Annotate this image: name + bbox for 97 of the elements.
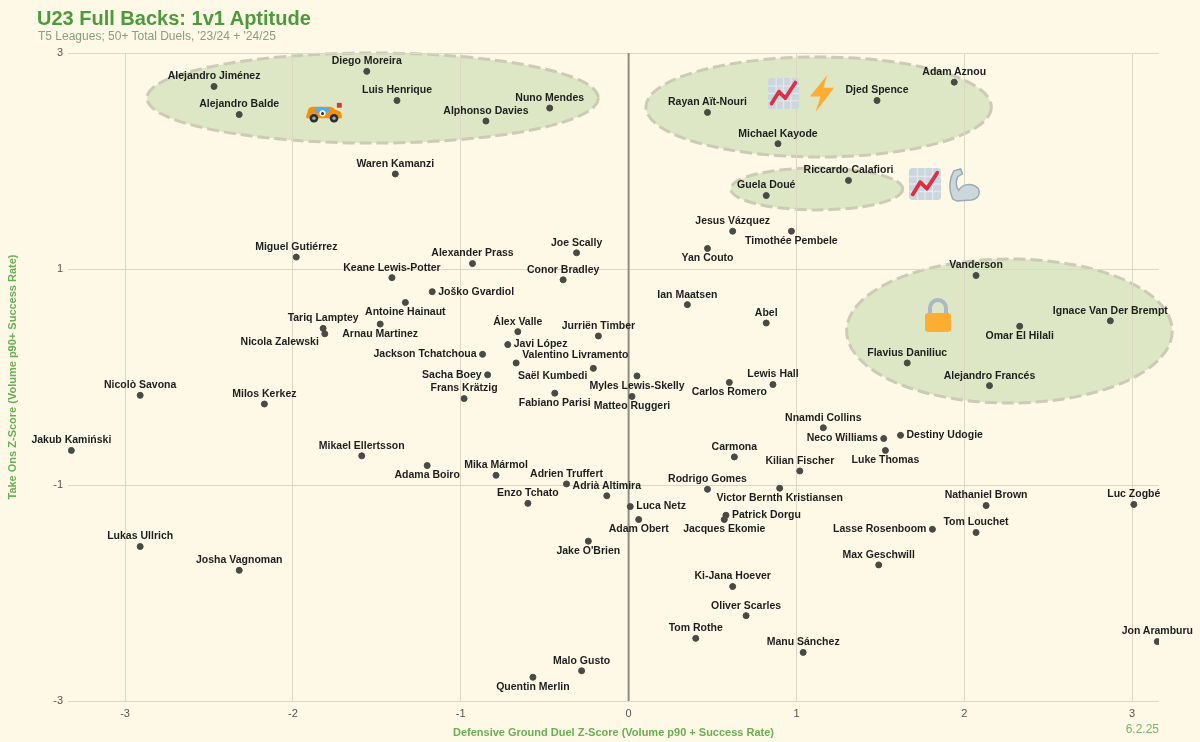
data-label: Nathaniel Brown (944, 488, 1028, 501)
data-label: Quentin Merlin (496, 680, 570, 693)
data-label: Luke Thomas (851, 453, 920, 466)
data-label: Nicolò Savona (103, 378, 177, 391)
data-label: Tariq Lamptey (287, 311, 359, 324)
data-label: Myles Lewis-Skelly (589, 378, 685, 391)
data-label: Timothée Pembele (745, 234, 838, 247)
y-tick-label: -3 (53, 694, 63, 707)
data-label: Matteo Ruggeri (593, 399, 671, 412)
data-label: Arnau Martinez (342, 326, 419, 339)
data-label: Omar El Hilali (985, 329, 1054, 342)
data-label: Fabiano Parisi (518, 396, 591, 409)
data-label: Manu Sánchez (766, 635, 840, 648)
data-label: Abel (754, 305, 778, 318)
data-label: Destiny Udogie (906, 428, 984, 441)
data-label: Jon Aramburu (1121, 624, 1194, 637)
data-label: Jackson Tchatchoua (373, 347, 477, 360)
data-label: Miguel Gutiérrez (255, 240, 338, 253)
data-label: Mika Mármol (464, 458, 528, 471)
data-label: Victor Bernth Kristiansen (716, 491, 843, 504)
data-label: Adrià Altimira (572, 478, 642, 491)
text: 6.2.25 (1125, 722, 1159, 737)
data-label: Ki-Jana Hoever (694, 569, 771, 582)
data-label: Flavius Daniliuc (867, 345, 948, 358)
data-label: Carmona (711, 439, 758, 452)
data-label: Tom Rothe (668, 621, 723, 634)
data-label: Adama Boiro (394, 468, 460, 481)
y-axis-title: Take Ons Z-Score (Volume p90+ Success Rate) (5, 254, 18, 500)
data-label: Sacha Boey (422, 367, 482, 380)
data-label: Carlos Romero (691, 385, 767, 398)
x-tick-label: 3 (1129, 706, 1136, 719)
data-label: Luc Zogbé (1107, 487, 1161, 500)
data-label: Joško Gvardiol (438, 284, 515, 297)
data-label: Ignace Van Der Brempt (1052, 303, 1169, 316)
data-label: Nicola Zalewski (240, 334, 319, 347)
data-label: Luis Henrique (361, 83, 433, 96)
data-label: Malo Gusto (553, 653, 611, 666)
data-label: Josha Vagnoman (196, 553, 283, 566)
data-label: Jurriën Timber (561, 318, 636, 331)
x-tick-label: -2 (288, 706, 298, 719)
data-label: Adam Aznou (922, 65, 987, 78)
y-tick-label: -1 (53, 478, 63, 491)
data-label: Waren Kamanzi (356, 156, 435, 169)
y-tick-label: 1 (56, 262, 63, 275)
data-label: Riccardo Calafiori (803, 163, 894, 176)
data-label: Rodrigo Gomes (668, 472, 748, 485)
x-axis-title: Defensive Ground Duel Z-Score (Volume p90 + Success Rate) (452, 726, 775, 739)
data-label: Conor Bradley (526, 262, 600, 275)
data-label: Max Geschwill (842, 547, 915, 560)
data-label: Jake O'Brien (556, 544, 621, 557)
data-label: Lewis Hall (747, 367, 799, 380)
data-label: Adrien Truffert (530, 466, 604, 479)
data-label: Diego Moreira (331, 54, 402, 67)
data-label: Jesus Vázquez (695, 214, 771, 227)
data-label: Ian Maatsen (657, 287, 718, 300)
data-label: Nnamdi Collins (785, 410, 862, 423)
data-label: Keane Lewis-Potter (343, 260, 441, 273)
data-label: Jakub Kamiński (31, 433, 112, 446)
data-label: Lukas Ullrich (107, 529, 174, 542)
y-tick-label: 3 (56, 46, 63, 59)
data-label: Alejandro Francés (943, 368, 1036, 381)
data-label: Neco Williams (806, 431, 878, 444)
data-label: Mikael Ellertsson (318, 438, 405, 451)
data-label: Oliver Scarles (711, 598, 782, 611)
data-label: Alphonso Davies (443, 103, 529, 116)
x-tick-label: 0 (625, 706, 632, 719)
data-label: Kilian Fischer (765, 453, 835, 466)
data-label: Rayan Aït-Nouri (668, 95, 748, 108)
data-label: Enzo Tchato (497, 486, 559, 499)
data-label: Djed Spence (845, 83, 909, 96)
data-label: Saël Kumbedi (517, 369, 588, 382)
data-label: Yan Couto (681, 251, 734, 264)
data-label: Álex Valle (493, 314, 543, 327)
data-label: Alejandro Balde (199, 97, 280, 110)
data-label: Antoine Hainaut (365, 305, 447, 318)
data-label: Alejandro Jiménez (167, 69, 261, 82)
data-label: Vanderson (949, 258, 1003, 271)
data-label: Guela Doué (737, 178, 796, 191)
x-tick-label: 2 (961, 706, 968, 719)
data-label: Patrick Dorgu (731, 508, 801, 521)
data-label: Nuno Mendes (515, 90, 585, 103)
x-tick-label: 1 (793, 706, 800, 719)
chart-title: U23 Full Backs: 1v1 Aptitude (37, 7, 311, 30)
data-label: Javi López (513, 337, 568, 350)
x-tick-label: -3 (120, 706, 130, 719)
chart-subtitle: T5 Leagues; 50+ Total Duels, '23/24 + '24/25 (38, 29, 276, 44)
data-label: Michael Kayode (738, 126, 818, 139)
data-label: Frans Krätzig (430, 381, 498, 394)
data-label: Luca Netz (636, 499, 686, 512)
data-label: Lasse Rosenboom (833, 522, 927, 535)
data-label: Alexander Prass (431, 246, 514, 259)
data-label: Milos Kerkez (232, 386, 297, 399)
data-label: Jacques Ekomie (683, 522, 766, 535)
data-label: Adam Obert (608, 522, 670, 535)
data-label: Joe Scally (550, 235, 603, 248)
data-label: Tom Louchet (943, 515, 1010, 528)
x-tick-label: -1 (455, 706, 466, 719)
